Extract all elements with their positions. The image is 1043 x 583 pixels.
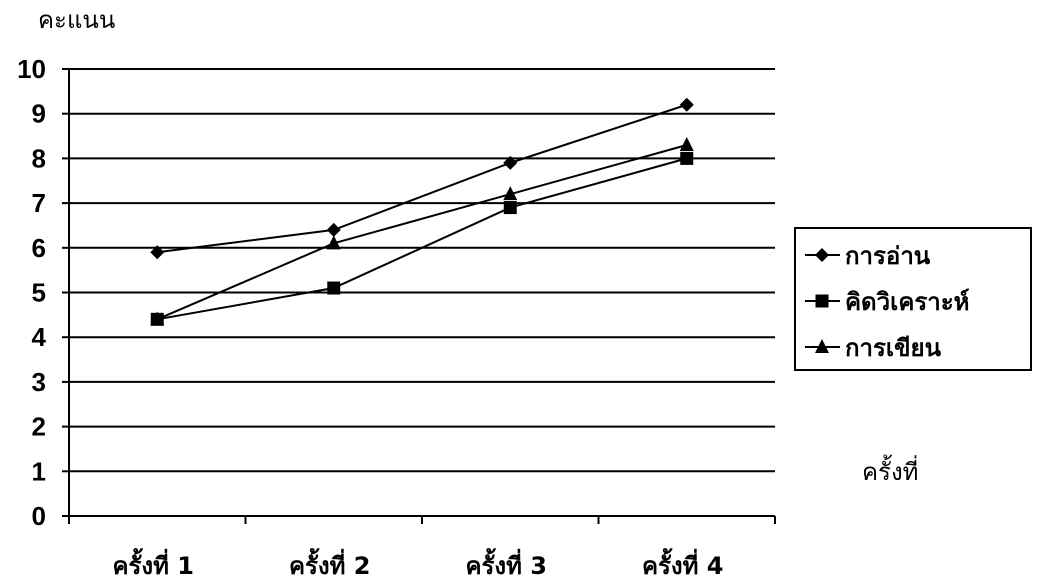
x-tick-labels: ครั้งที่ 1 ครั้งที่ 2 ครั้งที่ 3 ครั้งที่ 4 — [112, 547, 723, 580]
x-tick-label: ครั้งที่ 4 — [642, 547, 724, 580]
y-tick-label: 6 — [32, 233, 46, 263]
y-tick-label: 4 — [32, 322, 47, 352]
data-point-diamond — [326, 222, 341, 237]
legend-label: การเขียน — [845, 334, 942, 362]
gridlines — [69, 68, 775, 473]
series-line-square — [157, 157, 688, 321]
data-point-diamond — [679, 97, 694, 112]
data-point-diamond — [150, 245, 165, 260]
y-tick-label: 0 — [32, 501, 46, 531]
data-point-square — [680, 151, 694, 165]
series-group — [150, 97, 694, 326]
legend-label: การอ่าน — [845, 242, 931, 270]
legend-label: คิดวิเคราะห์ — [845, 288, 969, 316]
y-tick-label: 3 — [32, 367, 46, 397]
data-point-triangle — [150, 311, 165, 326]
y-tick-labels: 0 1 2 3 4 5 6 7 8 9 10 — [17, 54, 46, 531]
axes — [62, 68, 776, 524]
y-tick-label: 10 — [17, 54, 46, 84]
x-tick-label: ครั้งที่ 1 — [112, 547, 194, 580]
y-axis-label: คะแนน — [38, 6, 115, 34]
y-tick-label: 2 — [32, 412, 46, 442]
legend: การอ่านคิดวิเคราะห์การเขียน — [794, 227, 1032, 371]
data-point-diamond — [503, 155, 518, 170]
x-axis-label: ครั้งที่ — [862, 454, 918, 486]
y-tick-label: 8 — [32, 143, 46, 173]
legend-marker-square — [815, 294, 829, 308]
x-tick-label: ครั้งที่ 3 — [465, 547, 547, 580]
y-tick-label: 7 — [32, 188, 46, 218]
data-point-triangle — [503, 186, 518, 201]
legend-marker-triangle — [815, 339, 829, 353]
legend-marker-diamond — [815, 248, 829, 262]
series-line-triangle — [156, 144, 688, 321]
data-point-triangle — [679, 136, 694, 151]
data-point-square — [503, 201, 517, 215]
x-tick-label: ครั้งที่ 2 — [289, 547, 371, 580]
series-line-diamond — [157, 103, 688, 254]
y-tick-label: 9 — [32, 99, 46, 129]
y-tick-label: 1 — [32, 456, 46, 486]
data-point-square — [327, 281, 341, 295]
data-point-triangle — [326, 235, 341, 250]
y-tick-label: 5 — [32, 278, 46, 308]
